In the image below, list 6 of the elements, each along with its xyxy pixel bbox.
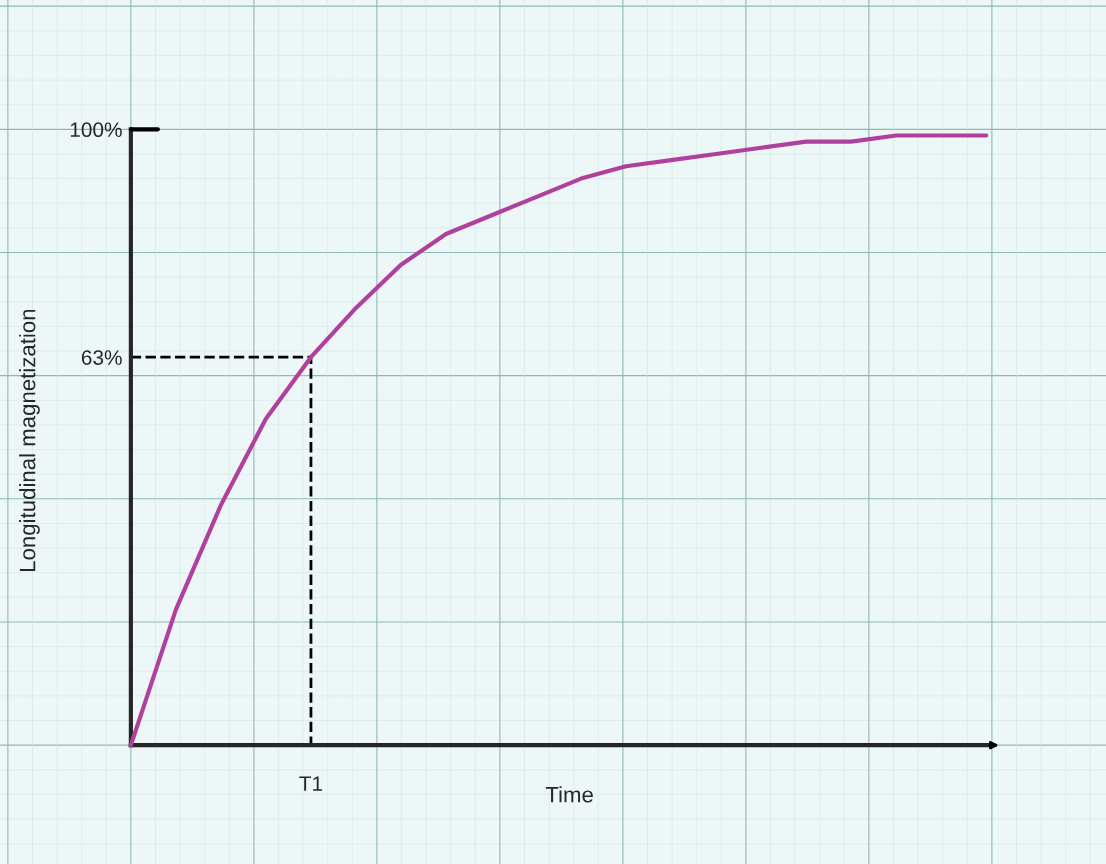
annotation: T1 <box>299 776 323 791</box>
x-axis-title: Time <box>545 786 593 803</box>
y-tick-label: 63% <box>81 350 122 365</box>
y-axis-title: Longitudinal magnetization <box>19 309 40 571</box>
line-series <box>128 133 989 748</box>
y-tick-label: 100% <box>70 122 122 138</box>
